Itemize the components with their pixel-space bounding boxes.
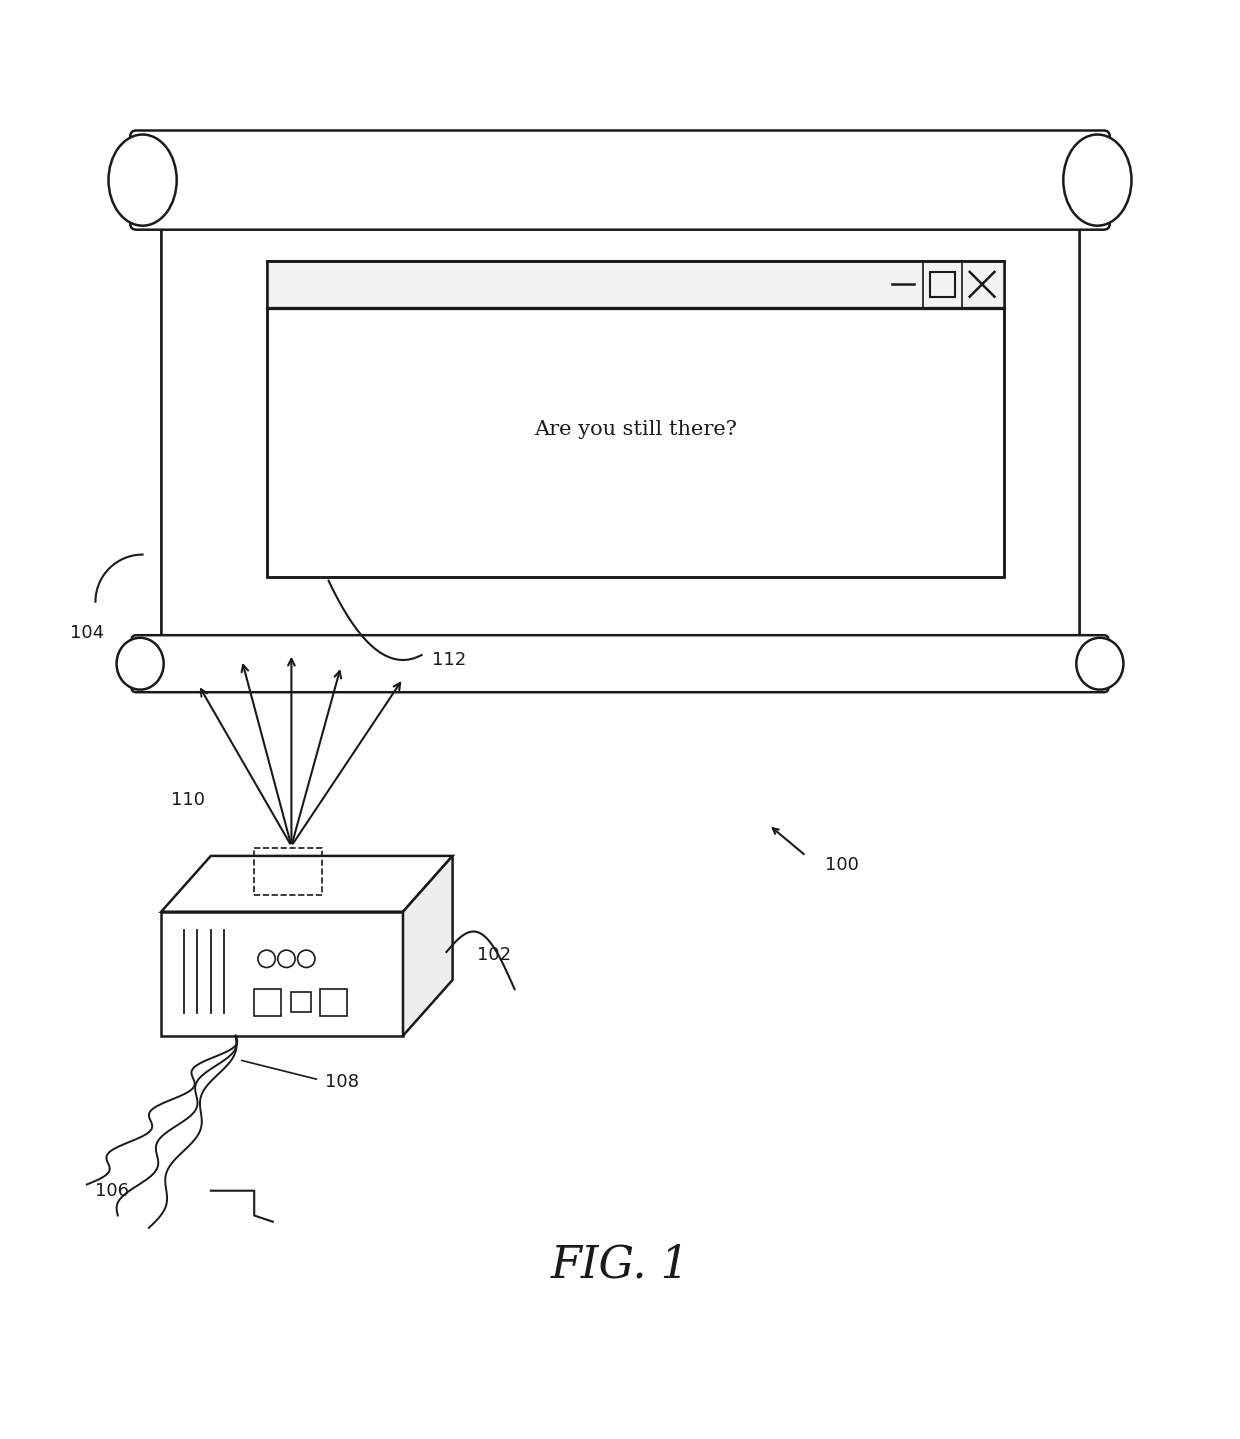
Ellipse shape	[109, 134, 176, 226]
Text: 108: 108	[325, 1072, 358, 1091]
Text: 110: 110	[171, 791, 205, 809]
Polygon shape	[161, 856, 453, 912]
Ellipse shape	[1076, 637, 1123, 689]
Text: 100: 100	[825, 856, 858, 873]
FancyBboxPatch shape	[130, 131, 1110, 230]
Bar	[320, 989, 347, 1016]
Bar	[161, 912, 403, 1036]
Circle shape	[278, 950, 295, 967]
FancyBboxPatch shape	[131, 635, 1109, 692]
Text: 104: 104	[69, 623, 104, 642]
Bar	[254, 989, 281, 1016]
Bar	[267, 260, 1004, 577]
Text: 112: 112	[432, 650, 466, 669]
Bar	[267, 260, 1004, 308]
Circle shape	[298, 950, 315, 967]
Ellipse shape	[1064, 134, 1131, 226]
Ellipse shape	[117, 637, 164, 689]
Text: 102: 102	[477, 945, 512, 964]
Bar	[161, 204, 1079, 663]
Bar	[930, 272, 955, 296]
Text: Are you still there?: Are you still there?	[534, 420, 737, 439]
Bar	[291, 993, 311, 1012]
Text: FIG. 1: FIG. 1	[551, 1243, 689, 1286]
Bar	[267, 260, 1004, 577]
Bar	[254, 848, 322, 895]
Circle shape	[258, 950, 275, 967]
Text: 106: 106	[94, 1181, 129, 1200]
Polygon shape	[403, 856, 453, 1036]
